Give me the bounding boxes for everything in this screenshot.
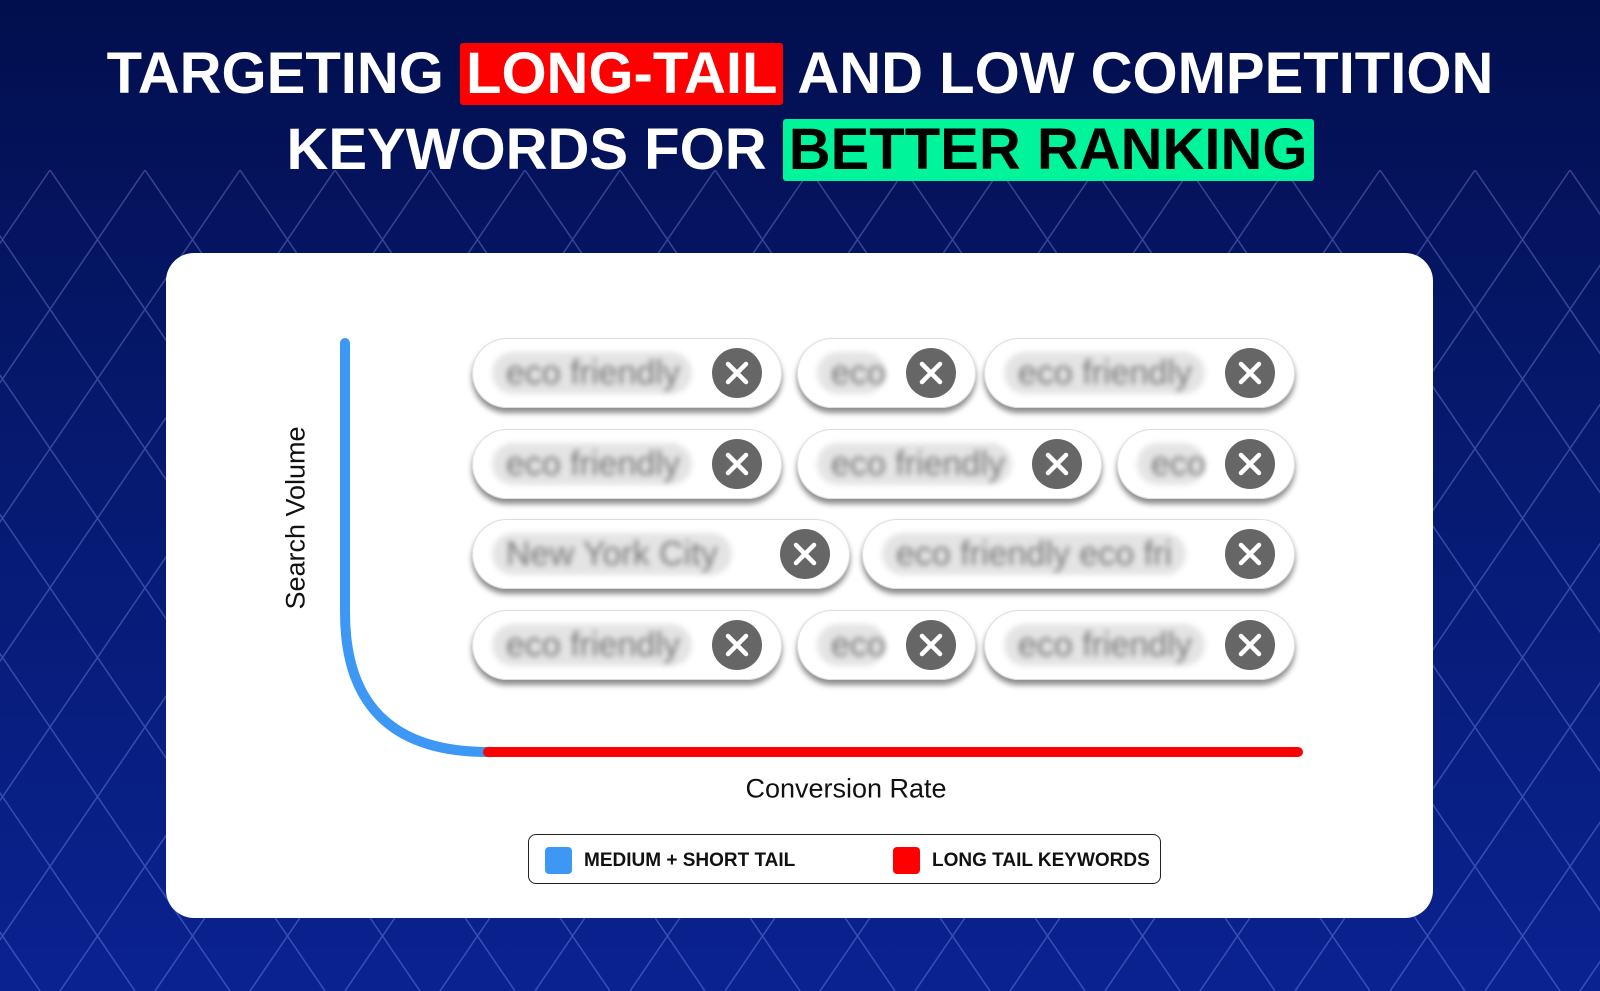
legend-item-long-tail: LONG TAIL KEYWORDS: [893, 847, 1150, 874]
keyword-chip: eco friendly: [984, 338, 1295, 408]
legend-swatch-red: [893, 847, 920, 874]
headline-line-1: TARGETING LONG-TAIL AND LOW COMPETITION: [0, 42, 1600, 106]
keyword-text: New York City: [492, 533, 732, 575]
keyword-text: eco friendly: [492, 624, 692, 666]
legend-label: LONG TAIL KEYWORDS: [932, 849, 1150, 871]
legend-label: MEDIUM + SHORT TAIL: [584, 849, 796, 871]
headline-text: TARGETING: [106, 41, 444, 106]
keyword-text: eco friendly: [817, 443, 1012, 485]
keyword-text: eco: [817, 624, 886, 666]
keyword-text: eco friendly: [492, 443, 692, 485]
headline-text: AND LOW COMPETITION: [797, 41, 1494, 106]
headline-line-2: KEYWORDS FOR BETTER RANKING: [0, 118, 1600, 182]
keyword-chip: New York City: [472, 519, 850, 589]
legend-swatch-blue: [545, 847, 572, 874]
keyword-text: eco: [1137, 443, 1205, 485]
keyword-text: eco friendly eco fri: [882, 533, 1186, 575]
keyword-text: eco friendly: [492, 352, 692, 394]
close-circle-icon[interactable]: [1225, 620, 1275, 670]
close-circle-icon[interactable]: [906, 620, 956, 670]
legend: MEDIUM + SHORT TAIL LONG TAIL KEYWORDS: [528, 834, 1161, 884]
x-axis-label: Conversion Rate: [745, 773, 947, 804]
close-circle-icon[interactable]: [712, 348, 762, 398]
short-tail-curve: [340, 338, 493, 757]
close-circle-icon[interactable]: [712, 620, 762, 670]
close-circle-icon[interactable]: [780, 529, 830, 579]
close-circle-icon[interactable]: [1225, 348, 1275, 398]
keyword-text: eco friendly: [1004, 352, 1205, 394]
keyword-chip: eco: [797, 610, 976, 680]
close-circle-icon[interactable]: [1032, 439, 1082, 489]
close-circle-icon[interactable]: [906, 348, 956, 398]
close-circle-icon[interactable]: [1225, 529, 1275, 579]
keyword-chip: eco: [1117, 429, 1295, 499]
legend-item-short-tail: MEDIUM + SHORT TAIL: [545, 847, 795, 874]
keyword-text: eco friendly: [1004, 624, 1205, 666]
y-axis-label: Search Volume: [280, 426, 311, 610]
keyword-text: eco: [817, 352, 886, 394]
keyword-chip: eco: [797, 338, 976, 408]
highlight-better-ranking: BETTER RANKING: [782, 119, 1314, 181]
keyword-chip: eco friendly: [984, 610, 1295, 680]
keyword-chip: eco friendly: [472, 429, 782, 499]
keyword-chip: eco friendly: [797, 429, 1102, 499]
keyword-chip: eco friendly eco fri: [862, 519, 1295, 589]
close-circle-icon[interactable]: [1225, 439, 1275, 489]
close-circle-icon[interactable]: [712, 439, 762, 489]
keyword-chip: eco friendly: [472, 610, 782, 680]
highlight-long-tail: LONG-TAIL: [460, 43, 784, 105]
headline-text: KEYWORDS FOR: [286, 117, 767, 182]
keyword-chip: eco friendly: [472, 338, 782, 408]
